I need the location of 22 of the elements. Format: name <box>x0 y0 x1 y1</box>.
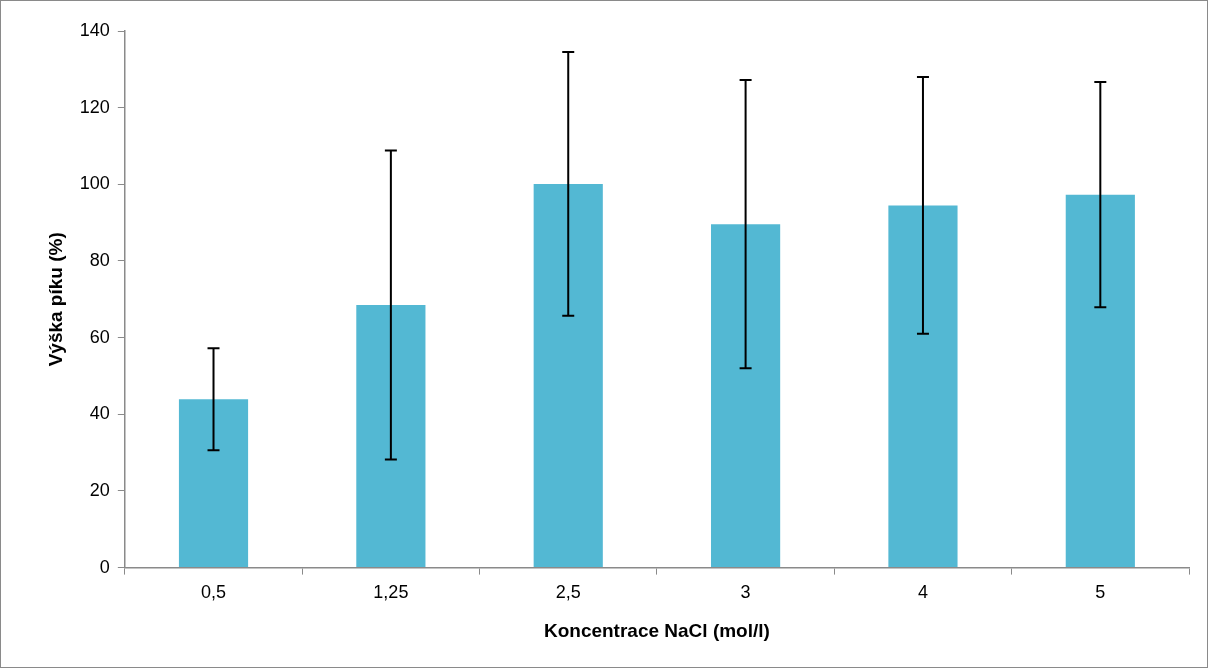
bar <box>533 183 603 568</box>
x-tick-label: 1,25 <box>373 582 409 603</box>
y-axis-title: Výška píku (%) <box>44 232 66 367</box>
x-axis-title: Koncentrace NaCl (mol/l) <box>543 619 770 641</box>
bar <box>711 224 781 568</box>
y-tick-label: 100 <box>79 173 110 194</box>
x-tick-label: 5 <box>1095 582 1106 603</box>
y-tick-label: 0 <box>99 556 110 577</box>
bar <box>178 399 249 568</box>
x-tick-label: 4 <box>917 582 928 603</box>
y-tick-label: 40 <box>89 403 110 424</box>
y-tick-label: 120 <box>79 96 110 117</box>
x-tick-label: 3 <box>740 582 751 603</box>
x-tick-label: 0,5 <box>201 582 227 603</box>
bar <box>1065 194 1135 568</box>
y-tick-label: 80 <box>89 249 110 270</box>
y-tick-label: 60 <box>89 326 110 347</box>
y-tick-label: 20 <box>89 479 110 500</box>
y-tick-label: 140 <box>79 19 110 40</box>
bar <box>356 305 426 568</box>
bar <box>888 205 958 568</box>
x-tick-label: 2,5 <box>555 582 581 603</box>
